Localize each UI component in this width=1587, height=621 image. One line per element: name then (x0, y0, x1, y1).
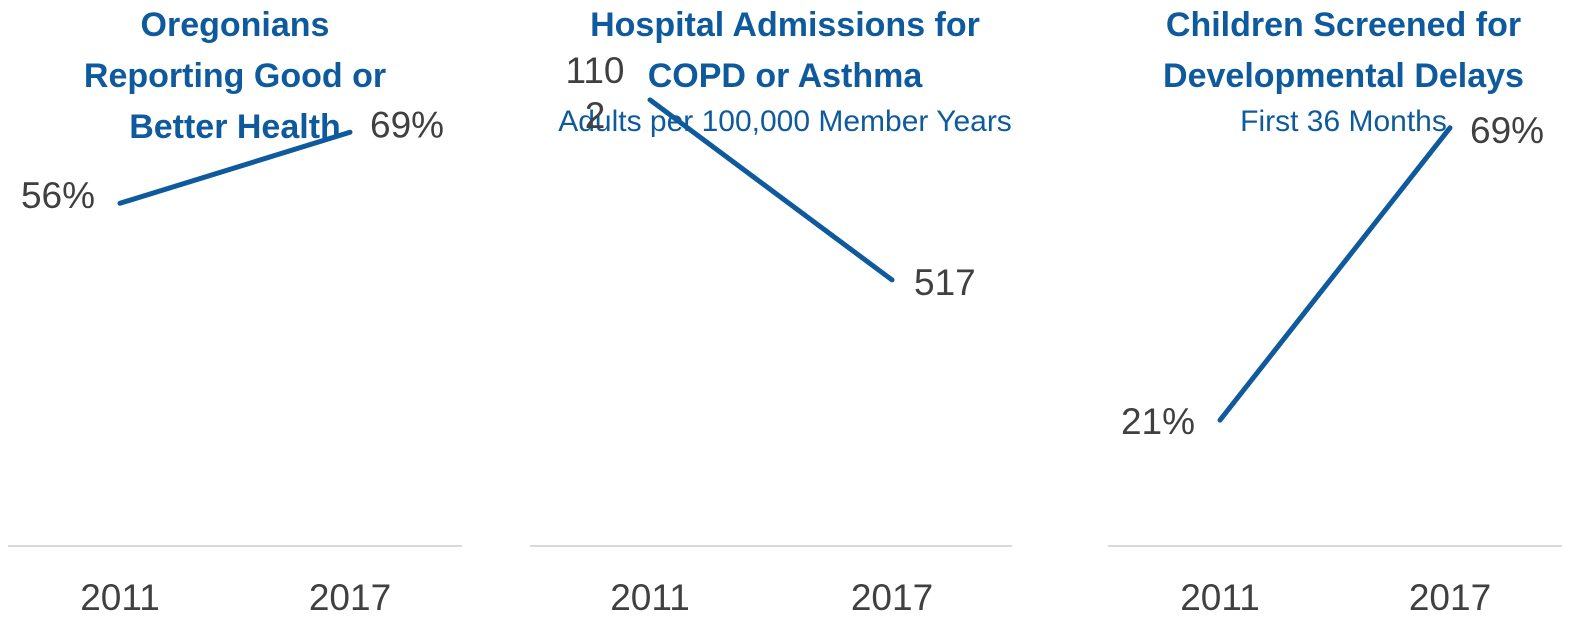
chart-subtitle: Adults per 100,000 Member Years (558, 105, 1012, 138)
line-chart-hospital-admissions: 110 2 517 2011 2017 (530, 50, 1012, 618)
chart-title: Hospital Admissions for COPD or Asthma (500, 0, 1070, 102)
chart-panel-developmental-screening: Children Screened for Developmental Dela… (1100, 0, 1587, 621)
line-chart-developmental-screening: 21% 69% 2011 2017 (1108, 110, 1562, 618)
chart-title-line: Oregonians (140, 6, 330, 44)
x-tick-label: 2011 (610, 577, 690, 618)
chart-title-line: Reporting Good or (83, 57, 387, 95)
chart-subtitle: First 36 Months (1240, 105, 1447, 138)
data-label: 56% (21, 175, 95, 216)
chart-title-line: Better Health (129, 108, 341, 146)
chart-panel-good-health: Oregonians Reporting Good or Better Heal… (0, 0, 470, 621)
series-line (1217, 125, 1453, 423)
x-tick-label: 2011 (80, 577, 160, 618)
data-label: 517 (914, 262, 976, 303)
series-line (647, 97, 895, 283)
line-chart-good-health: 56% 69% 2011 2017 (8, 104, 462, 618)
x-tick-label: 2017 (309, 577, 391, 618)
data-label: 21% (1121, 401, 1195, 442)
data-label: 110 2 (566, 50, 625, 136)
chart-title-line: Hospital Admissions for (590, 6, 980, 44)
data-label: 69% (1470, 110, 1544, 151)
x-tick-label: 2017 (1409, 577, 1491, 618)
data-label: 69% (370, 104, 444, 145)
chart-title-line: Developmental Delays (1163, 57, 1524, 95)
x-tick-label: 2011 (1180, 577, 1260, 618)
chart-title: Children Screened for Developmental Dela… (1100, 0, 1587, 102)
x-tick-label: 2017 (851, 577, 933, 618)
chart-panel-hospital-admissions: Hospital Admissions for COPD or Asthma A… (500, 0, 1070, 621)
chart-title-line: COPD or Asthma (647, 57, 923, 95)
series-line (117, 129, 353, 206)
chart-title-line: Children Screened for (1165, 6, 1522, 44)
chart-title: Oregonians Reporting Good or Better Heal… (0, 0, 470, 153)
